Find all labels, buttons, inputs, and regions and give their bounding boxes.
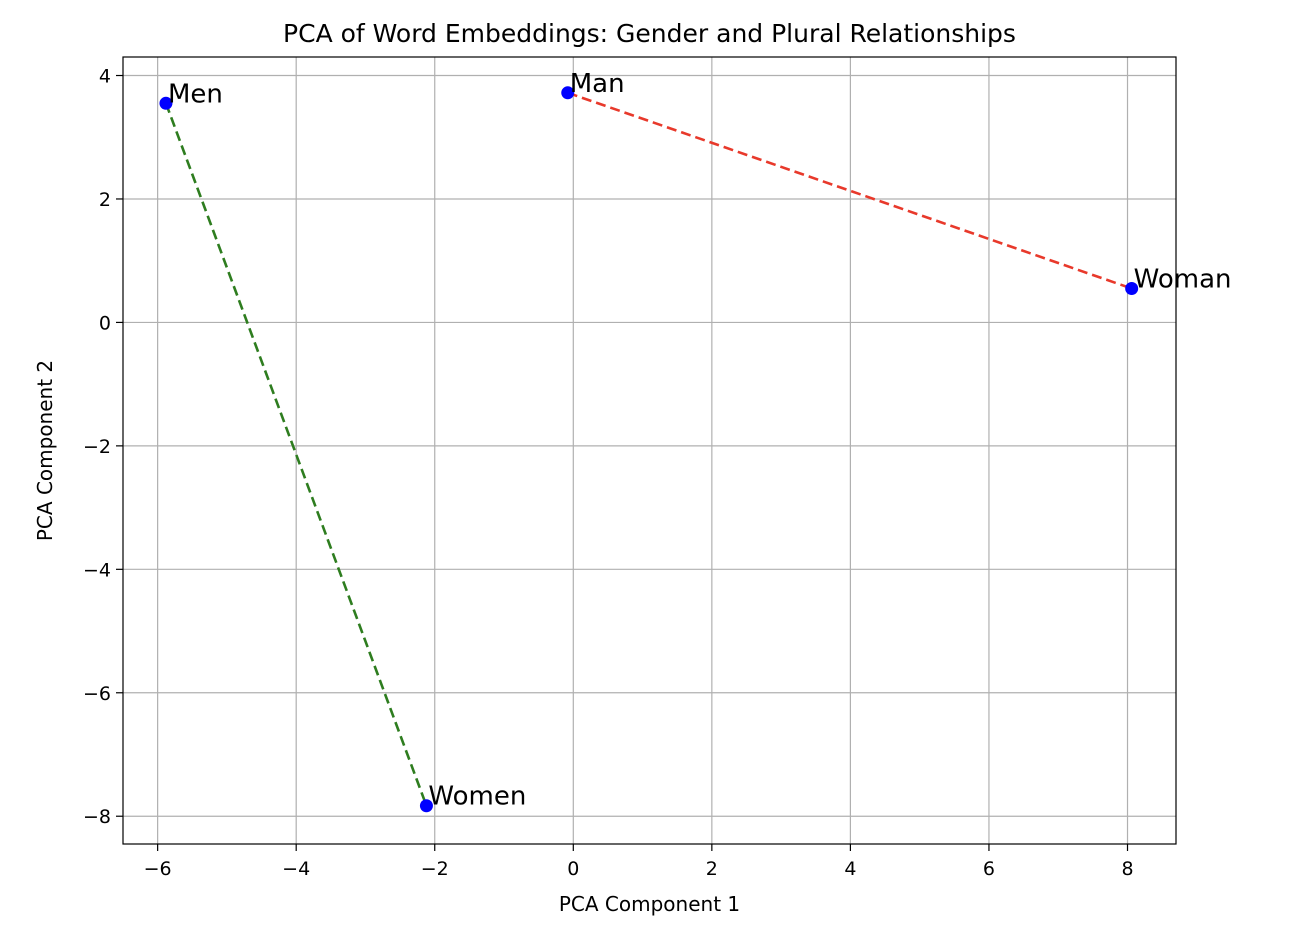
point-label: Women	[428, 782, 526, 812]
x-tick-label: −4	[282, 858, 310, 880]
plot-frame	[122, 56, 1177, 845]
data-point	[159, 96, 173, 110]
x-tick-label: 8	[1121, 858, 1133, 880]
data-point	[1125, 281, 1139, 295]
x-tick-label: 2	[706, 858, 718, 880]
axis-ticks: −6 −4 −2 0 2 4 6 8 −8 −6 −4 −2 0 2 4	[83, 66, 1134, 880]
y-tick-label: −4	[83, 559, 111, 581]
grid	[123, 57, 1176, 844]
point-label: Men	[168, 79, 223, 109]
x-axis-label: PCA Component 1	[559, 892, 740, 916]
relationship-line	[567, 91, 1133, 290]
x-tick-label: 4	[844, 858, 856, 880]
data-points	[159, 86, 1139, 813]
y-tick-label: 2	[99, 189, 111, 211]
point-label: Man	[570, 69, 625, 99]
x-tick-label: −2	[421, 858, 449, 880]
y-tick-label: −8	[83, 806, 111, 828]
y-tick-label: −2	[83, 436, 111, 458]
x-tick-label: 0	[567, 858, 579, 880]
y-tick-label: 0	[99, 312, 111, 334]
data-point	[419, 799, 433, 813]
y-tick-label: −6	[83, 683, 111, 705]
relationship-line	[164, 102, 428, 807]
chart-title: PCA of Word Embeddings: Gender and Plura…	[283, 19, 1016, 48]
y-axis-label: PCA Component 2	[33, 360, 57, 541]
y-tick-label: 4	[99, 66, 111, 88]
x-tick-label: 6	[983, 858, 995, 880]
x-tick-label: −6	[144, 858, 172, 880]
point-label: Woman	[1134, 264, 1232, 294]
relationship-lines	[164, 91, 1133, 807]
data-point	[561, 86, 575, 100]
point-labels: Man Woman Men Women	[168, 69, 1232, 812]
